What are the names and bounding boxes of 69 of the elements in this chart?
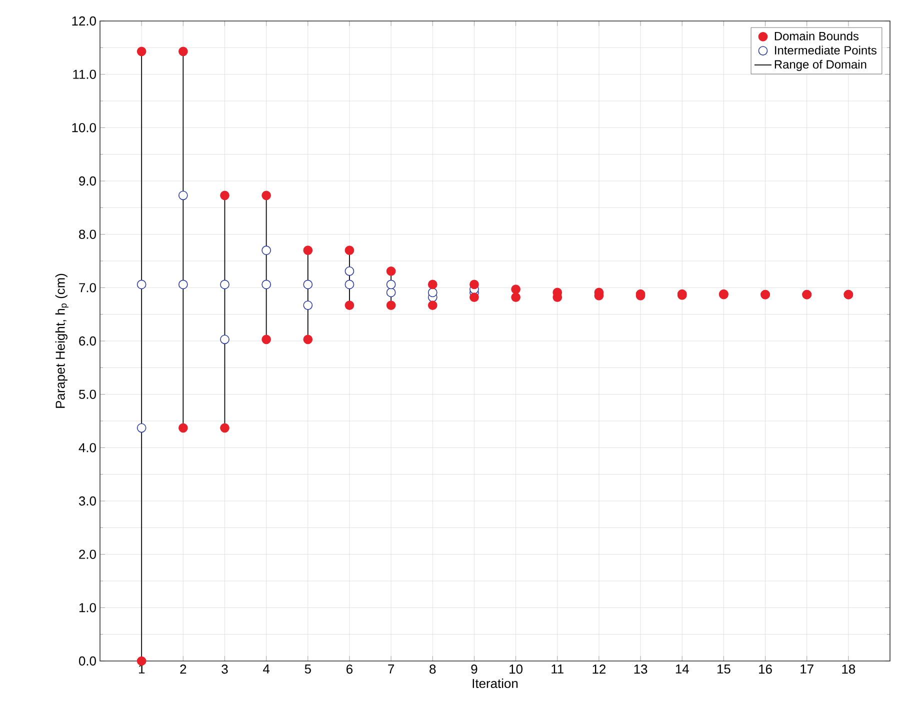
point: [220, 423, 230, 433]
point: [386, 280, 396, 290]
y-tick-label: 1.0: [79, 603, 96, 612]
point: [178, 280, 188, 290]
point: [220, 334, 230, 344]
x-tick-label: 16: [759, 664, 772, 674]
point: [303, 334, 313, 344]
y-tick-label: 11.0: [73, 70, 96, 79]
y-tick-label: 5.0: [78, 390, 96, 399]
point: [511, 292, 520, 302]
point: [136, 280, 146, 290]
x-tick-label: 18: [842, 664, 856, 674]
x-tick-label: 11: [552, 664, 564, 674]
point: [386, 300, 396, 310]
point: [511, 284, 520, 294]
point: [220, 190, 230, 200]
x-tick-label: 7: [388, 664, 394, 674]
x-tick-label: 13: [634, 664, 648, 674]
y-axis-title: Parapet Height, h$_{p}$ (cm): [55, 274, 68, 408]
x-tick-label: 9: [471, 664, 478, 674]
legend-label: Range of Domain: [774, 60, 866, 72]
point: [262, 280, 271, 290]
point: [262, 190, 271, 200]
y-tick-label: 0.0: [78, 656, 96, 666]
point: [178, 190, 188, 200]
point: [428, 288, 438, 298]
x-tick-label: 3: [222, 664, 228, 674]
y-tick-label: 3.0: [78, 496, 96, 506]
point: [136, 46, 146, 56]
point: [344, 246, 354, 256]
x-tick-label: 8: [430, 664, 436, 674]
point: [428, 300, 438, 310]
y-tick-label: 7.0: [79, 283, 96, 292]
x-tick-label: 14: [676, 664, 689, 674]
point: [428, 280, 438, 290]
point: [344, 280, 354, 290]
point: [262, 246, 271, 256]
point: [220, 280, 230, 290]
x-tick-label: 10: [510, 664, 522, 674]
point: [136, 423, 146, 433]
y-tick-label: 4.0: [78, 443, 96, 452]
legend-label: Domain Bounds: [774, 32, 859, 40]
point: [303, 300, 313, 310]
y-tick-label: 10.0: [72, 123, 96, 132]
x-axis-title: Iteration: [472, 678, 518, 688]
point: [386, 266, 396, 276]
y-tick-label: 12.0: [72, 16, 96, 26]
point: [178, 423, 188, 433]
x-tick-label: 5: [304, 664, 311, 674]
x-tick-label: 12: [592, 664, 606, 674]
point: [470, 280, 479, 290]
point: [303, 246, 313, 256]
y-tick-label: 9.0: [79, 176, 96, 186]
point: [344, 266, 354, 276]
point: [386, 288, 396, 298]
point: [303, 280, 313, 290]
x-tick-label: 2: [180, 664, 186, 674]
x-tick-label: 6: [346, 664, 353, 674]
point: [178, 46, 188, 56]
y-tick-label: 8.0: [79, 230, 96, 239]
y-tick-label: 6.0: [79, 336, 96, 346]
point: [344, 300, 354, 310]
y-tick-label: 2.0: [79, 550, 96, 559]
point: [262, 334, 271, 344]
x-tick-label: 4: [263, 664, 270, 674]
point: [136, 656, 146, 666]
x-tick-label: 17: [800, 664, 814, 674]
legend-label: Intermediate Points: [775, 46, 876, 54]
x-tick-label: 15: [717, 664, 730, 674]
